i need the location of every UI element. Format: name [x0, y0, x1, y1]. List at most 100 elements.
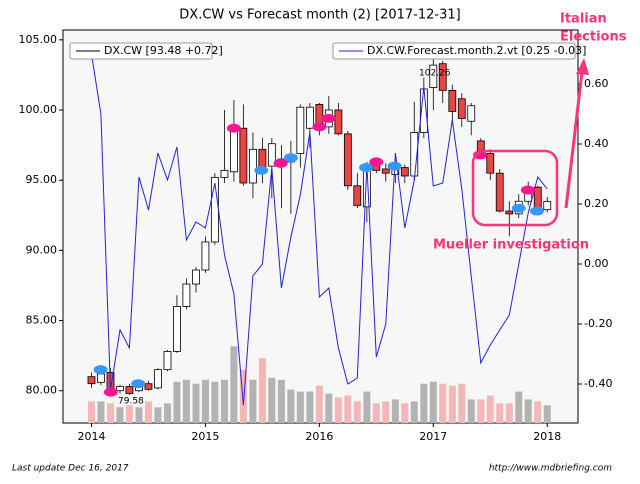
volume-bar — [524, 399, 532, 423]
volume-bar — [287, 389, 295, 423]
candle-body — [182, 283, 191, 307]
x-tick-label: 2014 — [77, 430, 105, 443]
candle-body — [400, 167, 409, 177]
volume-bar — [382, 401, 390, 423]
candle-body — [429, 64, 438, 88]
candle-body — [97, 373, 105, 383]
volume-bar — [505, 403, 513, 423]
y-tick-label: 100.00 — [19, 103, 58, 116]
volume-bar — [116, 407, 124, 423]
arrow — [564, 71, 584, 209]
signal-marker — [520, 185, 535, 195]
volume-bar — [515, 391, 523, 423]
y-tick-label: 90.00 — [26, 243, 58, 256]
signal-marker — [226, 123, 241, 133]
volume-bar — [391, 399, 399, 423]
volume-bar — [201, 379, 209, 423]
candle-body — [353, 185, 362, 206]
signal-marker — [529, 206, 544, 216]
candle-body — [239, 127, 248, 184]
volume-bar — [192, 383, 200, 423]
y-tick-label: 80.00 — [26, 384, 58, 397]
volume-bar — [458, 383, 466, 423]
x-tick-label: 2015 — [191, 430, 219, 443]
candle-body — [457, 98, 466, 119]
candle-body — [144, 383, 153, 390]
signal-marker — [473, 150, 488, 160]
y-tick-label: 105.00 — [19, 33, 58, 46]
volume-bar — [353, 401, 361, 423]
candle-body — [306, 106, 314, 129]
arrow-head — [576, 58, 589, 75]
volume-bar — [220, 379, 228, 423]
volume-bar — [87, 401, 95, 423]
candle-body — [192, 269, 200, 285]
candle-body — [249, 148, 257, 184]
volume-bar — [486, 395, 494, 423]
volume-bar — [163, 403, 171, 423]
volume-bar — [534, 401, 542, 423]
volume-bar — [125, 405, 133, 423]
x-tick-label: 2017 — [419, 430, 447, 443]
annotation: 79.58 — [118, 397, 144, 407]
candle-body — [173, 306, 181, 352]
volume-bar — [496, 403, 504, 423]
y-tick-label: 85.00 — [26, 314, 58, 327]
candle-body — [87, 376, 96, 385]
y2-tick-label: 0.20 — [584, 197, 609, 210]
candle-body — [125, 386, 134, 394]
signal-marker — [283, 153, 298, 163]
signal-marker — [103, 387, 118, 397]
candle-body — [533, 186, 542, 211]
signal-marker — [312, 122, 327, 132]
volume-bar — [296, 391, 304, 423]
highlight-box — [471, 149, 559, 227]
volume-bar — [334, 397, 342, 423]
y-tick-label: 95.00 — [26, 173, 58, 186]
signal-marker — [93, 365, 108, 375]
candle-body — [543, 201, 552, 211]
volume-bar — [135, 407, 143, 423]
y2-tick-label: -0.20 — [584, 317, 612, 330]
marks — [87, 46, 552, 423]
volume-bar — [372, 403, 380, 423]
candle-body — [438, 63, 447, 91]
plot-area — [62, 29, 579, 424]
volume-bar — [363, 391, 371, 423]
signal-marker — [369, 157, 384, 167]
chart-title: DX.CW vs Forecast month (2) [2017-12-31] — [179, 8, 460, 23]
volume-bar — [239, 369, 247, 423]
candle-body — [220, 169, 229, 178]
annotation: Italian — [560, 12, 607, 27]
candle-body — [486, 153, 495, 174]
volume-bar — [325, 393, 333, 423]
candle-body — [381, 168, 390, 174]
volume-bar — [144, 401, 152, 423]
volume-bar — [277, 379, 285, 423]
volume-bar — [429, 381, 437, 423]
volume-bar — [173, 381, 181, 423]
volume-bar — [211, 381, 219, 423]
signal-marker — [254, 165, 269, 175]
y2-tick-label: 0.00 — [584, 257, 609, 270]
legend-label: DX.CW.Forecast.month.2.vt [0.25 -0.03] — [367, 44, 586, 57]
volume-bar — [448, 385, 456, 423]
candle-body — [154, 369, 162, 389]
legend-label: DX.CW [93.48 +0.72] — [104, 44, 223, 57]
candle-body — [448, 89, 457, 112]
signal-marker — [511, 203, 526, 213]
candle-body — [334, 109, 343, 135]
volume-bar — [268, 377, 276, 423]
legend-box — [69, 42, 213, 60]
volume-bar — [439, 383, 447, 423]
volume-bar — [258, 358, 266, 423]
x-tick-label: 2018 — [533, 430, 561, 443]
volume-bar — [107, 403, 115, 423]
footer: Last update Dec 16, 2017 — [12, 464, 129, 474]
footer: http://www.mdbriefing.com — [489, 464, 612, 474]
candle-body — [210, 176, 219, 243]
annotation: Mueller investigation — [433, 238, 589, 253]
annotation: Elections — [560, 30, 627, 45]
x-tick-label: 2016 — [305, 430, 333, 443]
